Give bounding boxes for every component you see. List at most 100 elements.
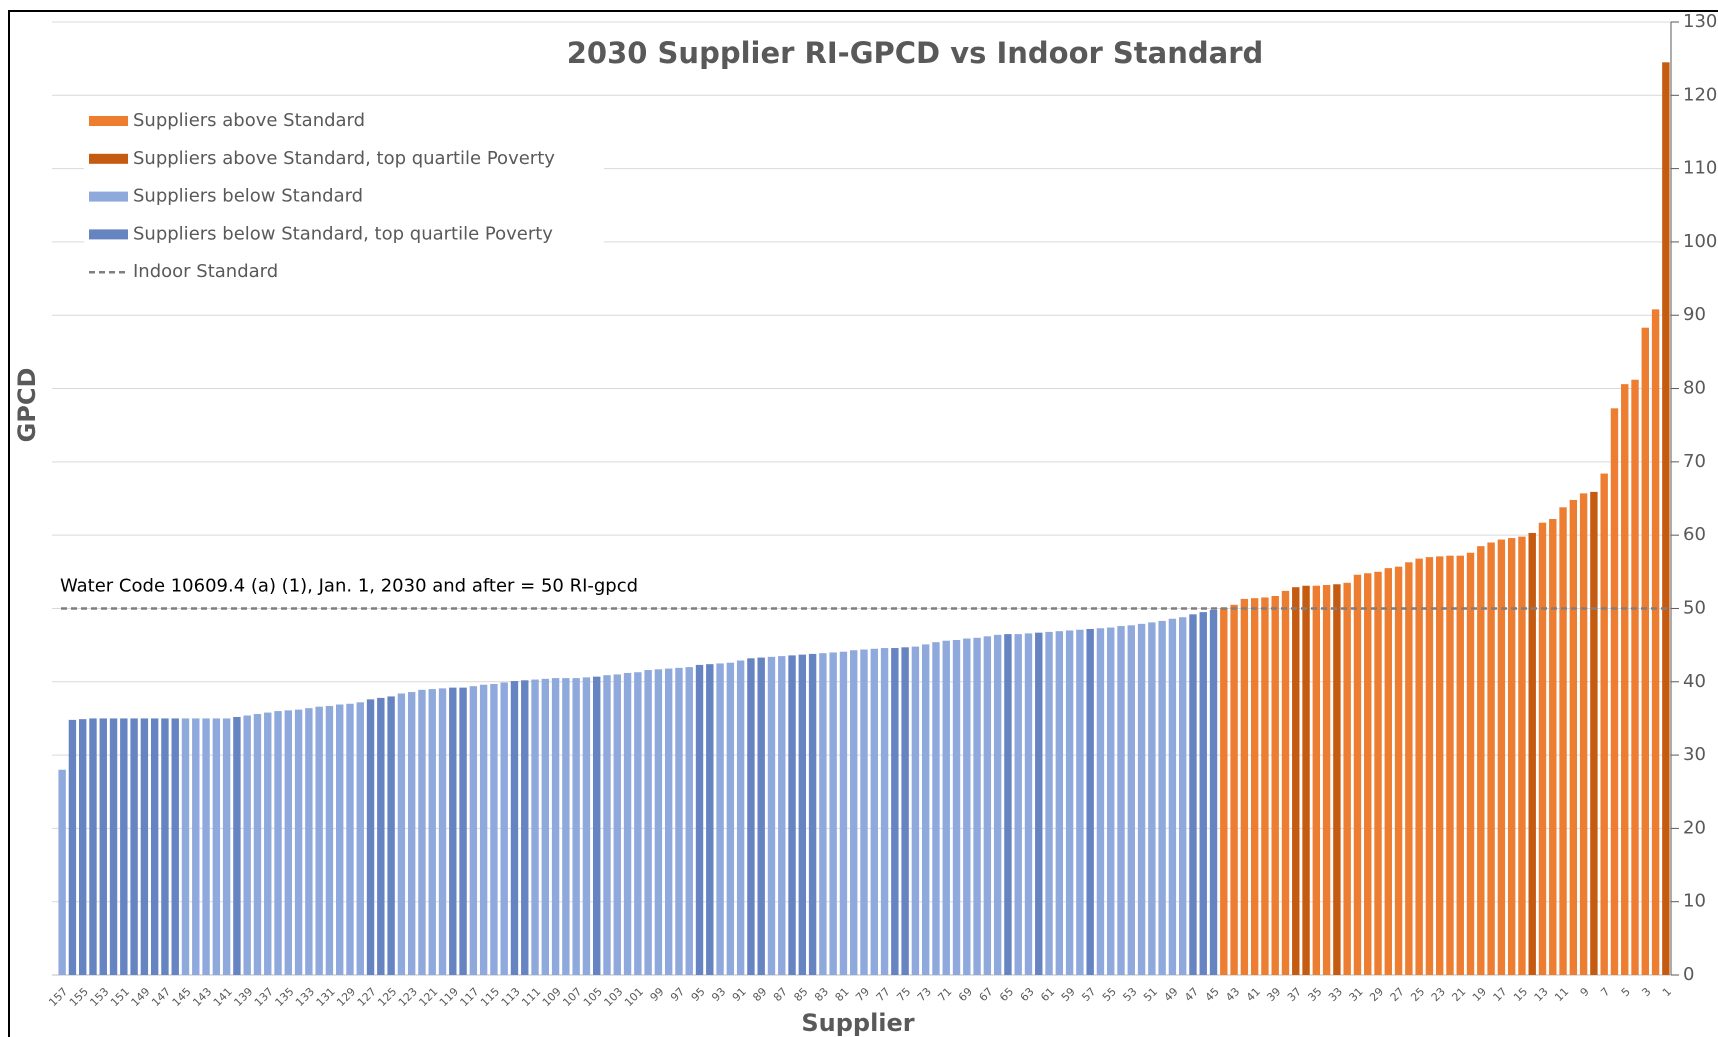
y-tick-label: 90 <box>1683 304 1706 325</box>
bar <box>1559 507 1567 975</box>
bar <box>253 714 262 975</box>
bar <box>1189 614 1197 975</box>
bar <box>1579 493 1588 975</box>
y-tick-label: 0 <box>1683 964 1694 985</box>
x-tick-label: 71 <box>935 985 954 1004</box>
x-tick-label: 109 <box>540 985 564 1009</box>
x-tick-label: 41 <box>1244 985 1263 1004</box>
bar <box>1107 627 1115 975</box>
bar <box>644 670 652 975</box>
x-tick-label: 31 <box>1347 985 1366 1004</box>
bar <box>973 637 981 975</box>
x-tick-label: 75 <box>894 985 913 1004</box>
bar <box>1641 327 1650 975</box>
x-tick-label: 47 <box>1182 985 1201 1004</box>
y-tick-label: 80 <box>1683 378 1706 399</box>
x-tick-label: 147 <box>149 985 173 1009</box>
bar <box>757 657 765 975</box>
x-tick-label: 27 <box>1388 985 1407 1004</box>
bar <box>963 638 971 975</box>
bar <box>181 718 190 975</box>
x-tick-label: 9 <box>1578 985 1592 999</box>
x-tick-label: 129 <box>334 985 358 1009</box>
x-tick-label: 81 <box>833 985 852 1004</box>
x-tick-label: 97 <box>668 985 687 1004</box>
x-tick-label: 13 <box>1532 985 1551 1004</box>
bar <box>1148 622 1156 975</box>
bar <box>1004 634 1012 975</box>
bar <box>1364 573 1372 975</box>
bar <box>233 716 241 975</box>
bar <box>1209 609 1218 975</box>
bar <box>1158 620 1166 975</box>
bar <box>1353 574 1362 975</box>
x-tick-label: 133 <box>293 985 317 1009</box>
bar <box>1662 62 1670 976</box>
x-tick-label: 111 <box>519 985 543 1009</box>
bar <box>531 679 539 975</box>
bar <box>1333 584 1341 975</box>
x-tick-label: 119 <box>437 985 461 1009</box>
bar <box>1199 612 1207 975</box>
bar <box>58 769 66 975</box>
x-tick-label: 69 <box>956 985 975 1004</box>
bar <box>880 648 889 975</box>
bar <box>664 668 673 975</box>
x-tick-label: 53 <box>1120 985 1139 1004</box>
bar <box>983 636 992 975</box>
legend-label: Indoor Standard <box>133 261 278 282</box>
bar <box>1435 556 1444 975</box>
bar <box>839 651 848 975</box>
bar <box>366 699 375 975</box>
y-tick-label: 120 <box>1683 84 1717 105</box>
legend-swatch <box>89 116 128 126</box>
x-tick-label: 39 <box>1264 985 1283 1004</box>
x-tick-label: 33 <box>1326 985 1345 1004</box>
x-tick-label: 87 <box>771 985 790 1004</box>
x-tick-label: 45 <box>1203 985 1222 1004</box>
bar <box>1446 555 1454 975</box>
bar <box>1281 590 1290 975</box>
reference-annotation: Water Code 10609.4 (a) (1), Jan. 1, 2030… <box>60 575 638 596</box>
bar <box>397 693 406 975</box>
bar <box>1477 546 1485 975</box>
x-tick-label: 99 <box>648 985 667 1004</box>
legend-label: Suppliers above Standard <box>133 110 365 131</box>
x-tick-label: 49 <box>1162 985 1181 1004</box>
bar <box>767 656 776 975</box>
bar <box>675 667 683 975</box>
bar <box>387 696 395 975</box>
x-tick-label: 11 <box>1552 985 1571 1004</box>
bar <box>1497 539 1506 975</box>
bar <box>911 646 920 975</box>
bar <box>284 710 293 975</box>
bar <box>418 689 426 975</box>
chart-frame <box>8 10 1718 1037</box>
bar <box>150 718 159 975</box>
bar <box>140 718 149 975</box>
x-tick-label: 37 <box>1285 985 1304 1004</box>
x-tick-label: 35 <box>1305 985 1324 1004</box>
legend-swatch <box>89 153 128 164</box>
bar <box>479 684 488 975</box>
bar <box>1096 628 1105 975</box>
x-tick-label: 7 <box>1598 985 1612 999</box>
bar <box>1035 632 1043 975</box>
bar <box>1312 585 1321 975</box>
x-tick-label: 25 <box>1408 985 1427 1004</box>
y-tick-label: 40 <box>1683 671 1706 692</box>
bar <box>243 715 251 975</box>
bar <box>274 711 282 975</box>
x-tick-label: 103 <box>601 985 625 1009</box>
x-tick-label: 29 <box>1367 985 1386 1004</box>
bar <box>1466 552 1475 975</box>
bar <box>613 674 621 975</box>
bar <box>1456 555 1464 975</box>
bar <box>1549 519 1557 975</box>
bar <box>582 677 591 975</box>
x-tick-label: 153 <box>87 985 111 1009</box>
bar <box>1425 557 1434 975</box>
bar <box>264 712 272 975</box>
bar <box>695 664 704 975</box>
